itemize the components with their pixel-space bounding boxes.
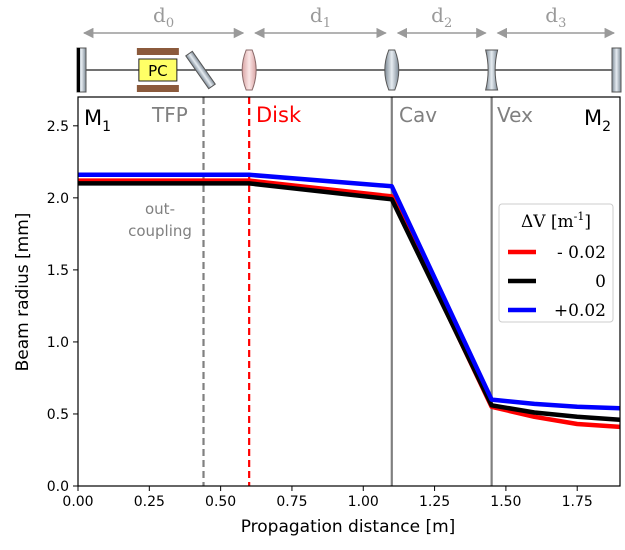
x-tick-label: 1.25 [419,494,450,510]
data-series [78,172,621,430]
series-line-2 [78,172,621,411]
distance-label-0: d0 [153,3,174,31]
series-line-1 [78,181,621,422]
pc-top-plate [136,48,179,55]
x-tick-label: 0.00 [62,494,93,510]
y-tick-label: 0.0 [47,479,69,495]
disk-label: Disk [256,103,302,127]
x-axis-label: Propagation distance [m] [241,517,456,537]
legend-label-0: - 0.02 [557,243,606,263]
y-axis-label: Beam radius [mm] [13,213,33,372]
m2-label: M2 [584,106,611,135]
legend-title: ΔV [m-1] [521,210,591,232]
tfp-label: TFP [151,103,188,127]
x-tick-label: 0.25 [134,494,165,510]
legend: ΔV [m-1] - 0.02 0 +0.02 [498,203,614,323]
annotation-line-1: out- [145,200,175,218]
reference-lines [202,97,493,486]
axes-frame [77,96,621,487]
vex-label: Vex [497,103,533,127]
y-axis-ticks: 0.0 0.5 1.0 1.5 2.0 2.5 [47,119,78,495]
disk-element [241,49,257,91]
region-labels: M1 TFP Disk Cav Vex M2 [84,103,611,135]
x-tick-label: 1.50 [490,494,521,510]
legend-label-1: 0 [595,272,606,292]
y-tick-label: 1.5 [47,263,69,279]
pc-bottom-plate [136,85,179,92]
m1-label: M1 [84,106,111,135]
x-axis-ticks: 0.00 0.25 0.50 0.75 1.00 1.25 1.50 1.75 [62,486,593,510]
cav-label: Cav [399,103,437,127]
legend-entries: - 0.02 0 +0.02 [508,243,606,321]
plot-area: 0.00 0.25 0.50 0.75 1.00 1.25 1.50 1.75 0.00.51… [13,96,621,537]
legend-label-2: +0.02 [554,301,606,321]
x-tick-label: 1.00 [348,494,379,510]
optical-elements: PC [76,47,622,93]
x-tick-label: 1.75 [562,494,593,510]
thin-film-polarizer [185,50,216,90]
mirror-m2 [611,47,622,93]
pockels-cell [138,58,178,82]
y-tick-label: 1.0 [47,335,69,351]
mirror-m1-coating [77,48,80,92]
distance-label-1: d1 [310,3,331,31]
vex-mirror [484,49,499,91]
y-tick-label: 0.5 [47,407,69,423]
distance-label-3: d3 [545,3,566,31]
x-tick-label: 0.75 [276,494,307,510]
x-tick-label: 0.50 [205,494,236,510]
outcoupling-annotation: out- coupling [128,200,192,240]
distance-arrows: d0 d1 d2 d3 [82,3,616,39]
optical-setup-schematic: d0 d1 d2 d3 PC [76,3,622,93]
distance-label-2: d2 [431,3,452,31]
y-tick-label: 2.5 [47,119,69,135]
annotation-line-2: coupling [128,222,192,240]
y-tick-label: 2.0 [47,191,69,207]
cav-mirror [384,49,400,91]
legend-box [498,203,614,323]
pc-label: PC [148,62,168,80]
